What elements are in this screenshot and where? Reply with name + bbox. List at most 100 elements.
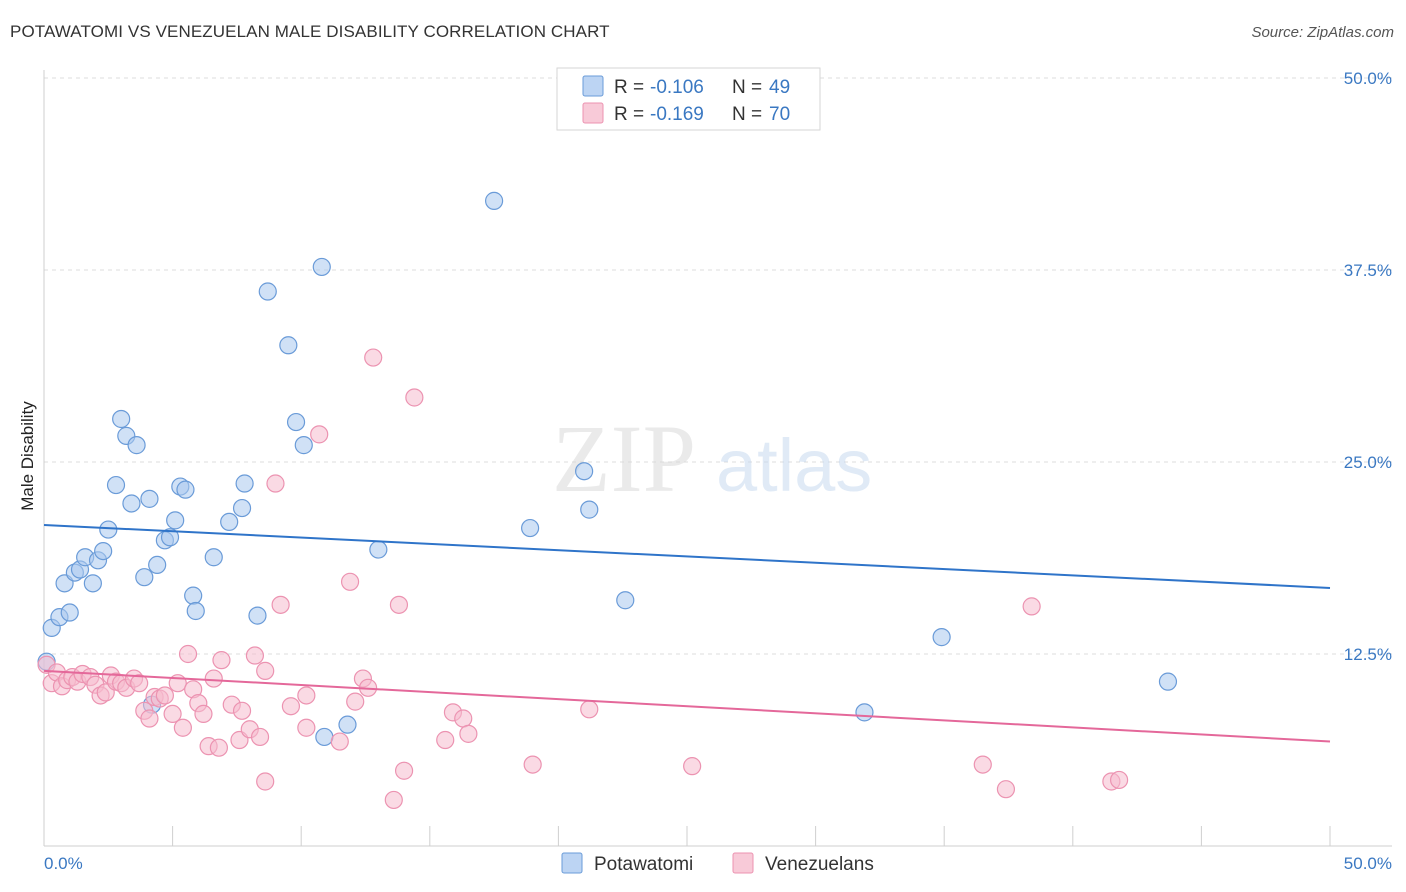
bottom-legend-swatch-potawatomi xyxy=(561,852,583,874)
legend-n-label-2: N = xyxy=(732,104,762,125)
potawatomi-point xyxy=(140,489,159,508)
venezuelans-point xyxy=(232,701,252,720)
y-axis-tick-labels: 12.5% 25.0% 37.5% 50.0% xyxy=(1344,69,1392,664)
potawatomi-point xyxy=(248,606,267,625)
x-tick-label-min: 0.0% xyxy=(44,854,83,873)
venezuelans-point xyxy=(173,718,192,737)
potawatomi-point xyxy=(294,436,313,455)
legend-n-value-2: 70 xyxy=(769,104,790,125)
series-legend: Potawatomi Venezuelans xyxy=(561,852,874,875)
potawatomi-point xyxy=(204,548,223,567)
chart-source: Source: ZipAtlas.com xyxy=(1251,24,1394,41)
venezuelans-point xyxy=(996,780,1016,799)
venezuelans-point xyxy=(523,755,542,774)
venezuelans-point xyxy=(436,730,455,750)
potawatomi-point xyxy=(315,727,334,747)
series-potawatomi-points xyxy=(37,191,1178,747)
legend-r-label-2: R = xyxy=(614,104,644,125)
potawatomi-point xyxy=(369,540,388,559)
chart-title: POTAWATOMI VS VENEZUELAN MALE DISABILITY… xyxy=(10,22,610,41)
potawatomi-point xyxy=(166,511,185,530)
potawatomi-point xyxy=(485,191,504,210)
bottom-legend-swatch-venezuelans xyxy=(732,852,754,874)
potawatomi-point xyxy=(580,500,599,519)
trend-line-venezuelans xyxy=(43,669,1331,743)
potawatomi-point xyxy=(122,494,141,513)
y-tick-label: 50.0% xyxy=(1344,69,1392,88)
venezuelans-point xyxy=(364,348,383,367)
venezuelans-point xyxy=(194,704,213,724)
potawatomi-point xyxy=(279,336,298,355)
watermark-zip: ZIP xyxy=(552,405,696,512)
potawatomi-point xyxy=(160,528,180,547)
legend-r-value-1: -0.106 xyxy=(650,77,704,98)
potawatomi-point xyxy=(312,257,331,277)
venezuelans-point xyxy=(1109,770,1129,790)
x-tick-label-max: 50.0% xyxy=(1344,854,1392,873)
trend-lines xyxy=(43,523,1331,743)
venezuelans-point xyxy=(256,772,275,791)
venezuelans-point xyxy=(297,718,316,737)
correlation-legend: R = -0.106 N = 49 R = -0.169 N = 70 xyxy=(556,67,821,131)
venezuelans-point xyxy=(209,738,228,757)
potawatomi-point xyxy=(575,462,594,481)
venezuelans-point xyxy=(389,595,409,614)
legend-r-value-2: -0.169 xyxy=(650,104,704,125)
bottom-legend-label-venezuelans: Venezuelans xyxy=(765,854,874,875)
venezuelans-point xyxy=(394,761,414,780)
venezuelans-point xyxy=(580,700,599,719)
venezuelans-point xyxy=(204,669,223,688)
venezuelans-point xyxy=(683,757,702,776)
potawatomi-point xyxy=(60,603,79,622)
venezuelans-point xyxy=(384,790,403,810)
potawatomi-point xyxy=(184,586,203,605)
potawatomi-point xyxy=(94,541,113,561)
venezuelans-point xyxy=(266,474,285,493)
venezuelans-point xyxy=(330,732,349,751)
potawatomi-point xyxy=(855,703,874,722)
venezuelans-point xyxy=(155,686,174,705)
potawatomi-point xyxy=(235,474,254,493)
venezuelans-point xyxy=(163,704,182,724)
venezuelans-point xyxy=(346,692,365,711)
legend-swatch-venezuelans xyxy=(582,102,604,124)
potawatomi-point xyxy=(616,591,635,610)
potawatomi-point xyxy=(232,498,252,518)
venezuelans-point xyxy=(340,572,360,591)
potawatomi-point xyxy=(176,480,195,499)
legend-swatch-potawatomi xyxy=(582,75,604,97)
venezuelans-point xyxy=(245,646,265,665)
venezuelans-point xyxy=(130,674,149,693)
venezuelans-point xyxy=(281,697,301,716)
venezuelans-point xyxy=(1022,597,1041,616)
potawatomi-point xyxy=(338,715,357,734)
potawatomi-point xyxy=(135,568,154,587)
y-axis-title: Male Disability xyxy=(18,401,37,511)
venezuelans-point xyxy=(310,425,329,444)
venezuelans-point xyxy=(256,661,275,680)
venezuelans-point xyxy=(973,755,992,774)
trend-line-potawatomi xyxy=(43,523,1331,589)
potawatomi-point xyxy=(99,520,118,539)
venezuelans-point xyxy=(459,724,478,743)
legend-r-label-1: R = xyxy=(614,77,644,98)
gridlines xyxy=(44,77,1392,655)
venezuelans-point xyxy=(405,388,424,407)
venezuelans-point xyxy=(178,644,198,664)
bottom-legend-label-potawatomi: Potawatomi xyxy=(594,854,693,875)
series-venezuelans-points xyxy=(37,348,1129,810)
potawatomi-point xyxy=(127,436,146,455)
venezuelans-point xyxy=(212,651,231,670)
potawatomi-point xyxy=(106,475,126,495)
venezuelans-point xyxy=(297,686,316,705)
watermark: ZIP atlas xyxy=(552,405,872,512)
venezuelans-point xyxy=(271,595,290,614)
potawatomi-point xyxy=(83,574,102,593)
watermark-atlas: atlas xyxy=(716,424,872,507)
potawatomi-point xyxy=(286,412,306,432)
potawatomi-point xyxy=(148,555,167,575)
potawatomi-point xyxy=(186,601,205,621)
venezuelans-point xyxy=(140,709,159,728)
axes xyxy=(43,70,1392,847)
